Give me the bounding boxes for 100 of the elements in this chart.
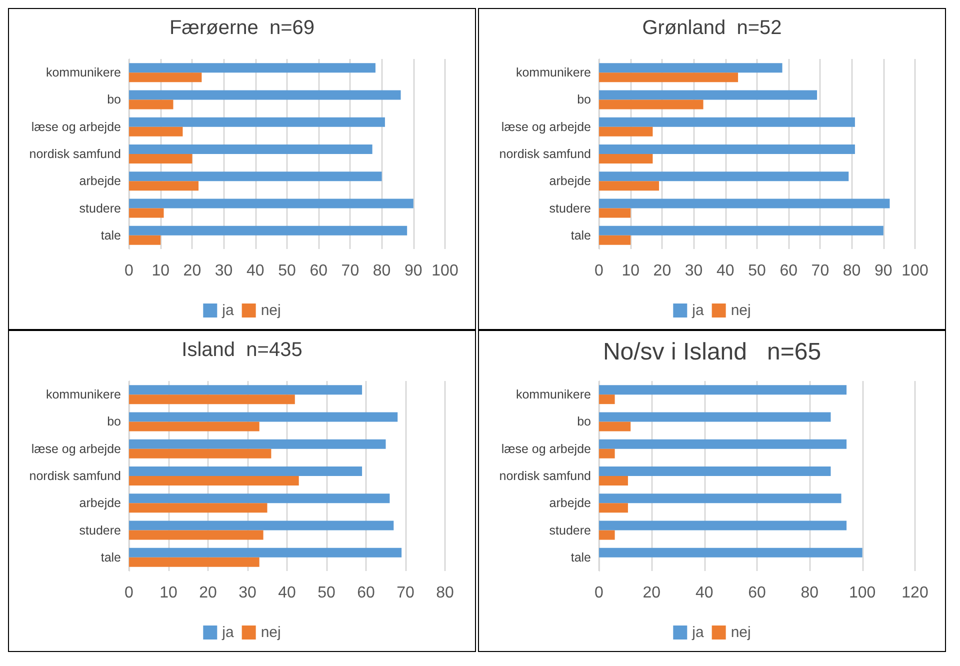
x-tick-label: 30: [214, 262, 233, 280]
bar: [129, 144, 372, 154]
x-tick-label: 40: [278, 584, 296, 602]
x-tick-label: 70: [396, 584, 414, 602]
bar: [129, 476, 299, 486]
y-tick-label: nordisk samfund: [29, 469, 122, 483]
legend-label: ja: [691, 302, 704, 319]
chart-title: Færøerne n=69: [169, 17, 315, 39]
y-tick-label: tale: [570, 228, 592, 242]
x-tick-label: 50: [278, 262, 296, 280]
bar: [129, 494, 390, 504]
bar: [129, 466, 362, 476]
bar: [129, 154, 192, 164]
x-tick-label: 70: [811, 262, 830, 280]
bar: [599, 172, 849, 182]
bar: [129, 126, 183, 136]
x-tick-label: 90: [404, 262, 422, 280]
x-tick-label: 0: [594, 262, 604, 280]
x-tick-label: 20: [653, 262, 672, 280]
bar: [129, 72, 202, 82]
bar: [599, 154, 653, 164]
bar: [599, 72, 738, 82]
y-tick-label: nordisk samfund: [499, 469, 592, 483]
bar: [129, 439, 386, 449]
x-tick-label: 0: [594, 584, 604, 602]
bar: [129, 548, 402, 558]
bar: [129, 181, 199, 191]
bar: [599, 503, 628, 513]
chart-title: No/sv i Island n=65: [602, 338, 822, 366]
y-tick-label: kommunikere: [46, 388, 122, 402]
y-tick-label: tale: [100, 228, 122, 242]
x-tick-label: 60: [780, 262, 798, 280]
x-tick-label: 80: [436, 584, 454, 602]
x-tick-label: 80: [372, 262, 391, 280]
x-tick-label: 40: [246, 262, 264, 280]
bar: [599, 226, 884, 236]
y-tick-label: nordisk samfund: [499, 147, 592, 161]
y-tick-label: læse og arbejde: [31, 120, 122, 134]
bar: [599, 181, 660, 191]
x-tick-label: 100: [902, 262, 928, 280]
x-tick-label: 60: [357, 584, 375, 602]
y-tick-label: arbejde: [79, 174, 122, 188]
bar: [599, 100, 704, 110]
x-tick-label: 100: [432, 262, 458, 280]
bar: [129, 172, 382, 182]
legend-label: ja: [221, 624, 234, 641]
bar: [129, 394, 295, 404]
y-tick-label: arbejde: [549, 496, 592, 510]
bar: [129, 208, 164, 218]
y-tick-label: læse og arbejde: [501, 442, 592, 456]
x-tick-label: 50: [748, 262, 766, 280]
bar: [599, 494, 842, 504]
y-tick-label: bo: [107, 414, 122, 429]
bar: [599, 126, 653, 136]
bar: [599, 476, 628, 486]
bar: [599, 448, 615, 458]
chart-title: Island n=435: [182, 339, 302, 361]
y-tick-label: bo: [577, 92, 592, 107]
legend-label: nej: [260, 624, 281, 641]
y-tick-label: bo: [577, 414, 592, 429]
y-tick-label: kommunikere: [516, 66, 592, 80]
bar: [599, 208, 631, 218]
chart-title: Grønland n=52: [642, 17, 782, 39]
x-tick-label: 50: [318, 584, 336, 602]
bar: [129, 235, 161, 245]
legend-label: ja: [691, 624, 704, 641]
x-tick-label: 120: [902, 584, 928, 602]
x-tick-label: 0: [124, 262, 134, 280]
bar: [129, 226, 408, 236]
x-tick-label: 30: [238, 584, 256, 602]
bar: [599, 530, 615, 540]
bar: [129, 385, 362, 395]
bar: [129, 503, 268, 513]
y-tick-label: studere: [79, 201, 122, 216]
y-tick-label: tale: [100, 550, 122, 564]
x-tick-label: 80: [800, 584, 819, 602]
bar: [599, 117, 855, 127]
legend-label: nej: [260, 302, 281, 319]
y-tick-label: studere: [549, 201, 592, 216]
x-tick-label: 10: [152, 262, 170, 280]
bar: [129, 520, 394, 530]
bar: [129, 422, 260, 432]
y-tick-label: nordisk samfund: [29, 147, 122, 161]
bar: [129, 530, 264, 540]
bar: [129, 117, 385, 127]
bar: [599, 466, 831, 476]
bar: [599, 394, 615, 404]
bar: [599, 144, 855, 154]
bar: [599, 422, 631, 432]
bar: [129, 557, 260, 567]
x-tick-label: 0: [124, 584, 134, 602]
bar: [599, 548, 862, 558]
x-tick-label: 20: [183, 262, 202, 280]
bar: [129, 90, 401, 100]
y-tick-label: tale: [570, 550, 592, 564]
x-tick-label: 60: [310, 262, 328, 280]
bar: [599, 385, 847, 395]
y-tick-label: kommunikere: [516, 388, 592, 402]
x-tick-label: 10: [622, 262, 640, 280]
x-tick-label: 100: [848, 584, 876, 602]
